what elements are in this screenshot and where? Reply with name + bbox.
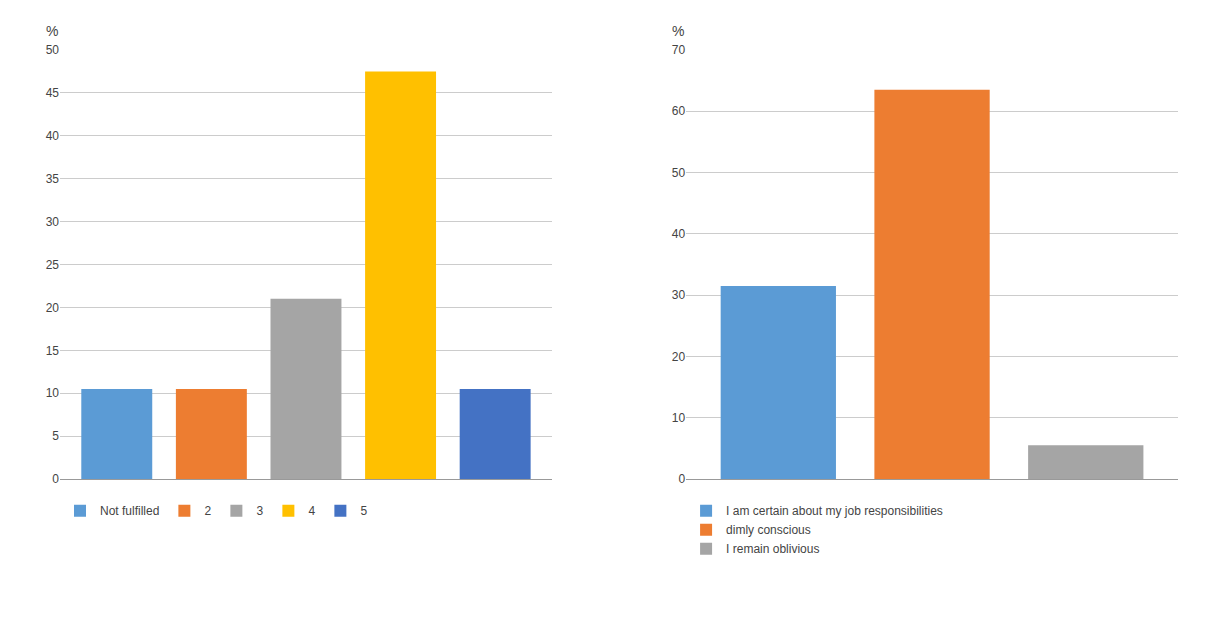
svg-text:dimly conscious: dimly conscious (726, 523, 811, 537)
svg-text:45: 45 (46, 86, 60, 100)
svg-text:Not fulfilled: Not fulfilled (100, 504, 159, 518)
svg-text:70: 70 (672, 43, 686, 57)
svg-text:40: 40 (672, 227, 686, 241)
svg-text:50: 50 (46, 43, 60, 57)
svg-text:60: 60 (672, 104, 686, 118)
svg-text:50: 50 (672, 166, 686, 180)
svg-text:%: % (672, 23, 684, 39)
svg-text:%: % (46, 23, 58, 39)
svg-text:35: 35 (46, 172, 60, 186)
svg-text:0: 0 (678, 472, 685, 486)
svg-text:30: 30 (672, 288, 686, 302)
svg-text:10: 10 (672, 411, 686, 425)
svg-text:2: 2 (204, 504, 211, 518)
svg-text:5: 5 (360, 504, 367, 518)
svg-text:25: 25 (46, 258, 60, 272)
svg-text:20: 20 (46, 301, 60, 315)
svg-text:10: 10 (46, 386, 60, 400)
svg-text:15: 15 (46, 344, 60, 358)
svg-text:4: 4 (308, 504, 315, 518)
svg-text:0: 0 (52, 472, 59, 486)
svg-text:20: 20 (672, 350, 686, 364)
svg-text:3: 3 (256, 504, 263, 518)
svg-text:30: 30 (46, 215, 60, 229)
svg-text:I remain oblivious: I remain oblivious (726, 542, 819, 556)
svg-text:40: 40 (46, 129, 60, 143)
svg-text:5: 5 (52, 429, 59, 443)
svg-text:I am certain about my job resp: I am certain about my job responsibiliti… (726, 504, 943, 518)
